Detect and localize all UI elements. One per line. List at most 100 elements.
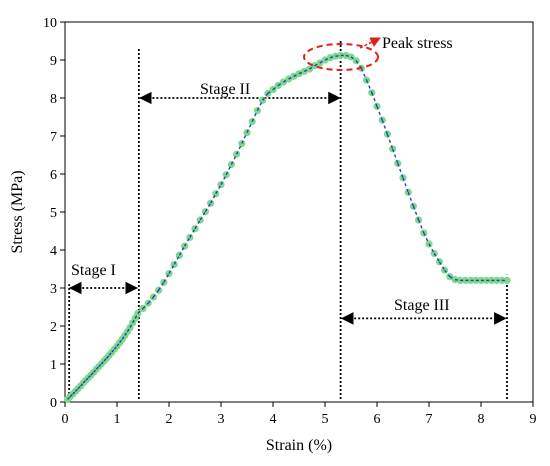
fit-line-segment [158,281,165,291]
y-tick-label: 7 [50,130,57,145]
fit-line-segment [194,219,201,230]
fit-line-segment [256,99,264,111]
fit-line-segment [87,374,92,379]
plot-frame [64,21,534,403]
fit-line-segment [204,202,212,212]
fit-line-segment [116,342,121,347]
fit-line-segment [67,396,71,400]
y-tick-label: 10 [43,16,57,31]
y-tick-label: 2 [50,320,57,335]
fit-line-segment [251,110,259,122]
fit-line-segment [417,219,425,234]
fit-line-segment [262,93,269,101]
fit-line-segment [137,308,144,314]
fit-line-segment [298,70,305,75]
fit-line-segment [77,385,82,390]
fit-line-segment [111,348,115,353]
fit-line-segment [402,177,409,193]
fit-line-segment [209,193,217,204]
fit-line-segment [168,264,175,274]
x-ticks: 0 1 2 3 4 5 6 7 8 9 [62,402,537,427]
x-tick-label: 8 [478,412,485,427]
fit-line-segment [163,273,170,283]
x-tick-label: 5 [322,412,329,427]
fit-line-segment [108,351,113,356]
fit-line-segment [449,275,456,281]
stage-guides [68,39,508,402]
x-tick-label: 7 [426,412,433,427]
y-tick-label: 4 [50,244,57,259]
stage3-label: Stage III [394,297,450,314]
fit-line-segment [438,261,446,271]
peak-ellipse [303,43,379,71]
data-point [503,276,511,284]
y-tick-label: 8 [50,92,57,107]
fit-line-segment [129,322,134,328]
fit-line-segment [220,174,227,185]
x-tick-label: 1 [114,412,121,427]
fit-line-segment [215,184,222,195]
fit-line-segment [376,106,383,121]
fit-line-segment [82,379,87,384]
fit-line-segments [67,54,507,400]
fit-line-segment [267,89,274,95]
x-tick-label: 2 [166,412,173,427]
fit-line-segment [319,59,326,64]
y-tick-label: 9 [50,54,57,69]
peak-stress-label: Peak stress [382,35,453,52]
fit-line-segment [142,302,149,310]
fit-line-segment [189,228,196,238]
data-point [170,260,178,269]
fit-line-segment [246,121,253,133]
x-tick-label: 0 [62,412,69,427]
y-ticks: 0 1 2 3 4 5 6 7 8 9 10 [43,16,65,411]
fit-line-segment [98,363,102,368]
y-axis-title: Stress (MPa) [9,170,26,253]
fit-line-segment [309,65,315,70]
y-tick-label: 3 [50,282,57,297]
fit-line-segment [106,354,110,359]
fit-line-segment [199,211,206,221]
fit-line-segment [124,331,128,336]
fit-line-segment [350,56,357,62]
fit-line-segment [283,78,289,83]
fit-line-segment [80,382,84,387]
fit-line-segment [131,318,136,324]
data-point [134,309,142,318]
fit-line-segment [360,68,368,81]
fit-line-segment [74,388,79,392]
fit-line-segment [412,206,420,221]
fit-line-segment [293,73,300,77]
stage1-label: Stage I [71,262,116,279]
fit-line-segment [183,237,191,247]
fit-line-segment [386,133,394,150]
fit-line-segment [134,313,139,319]
fit-line-segment [100,360,105,365]
fit-line-segment [235,143,243,155]
x-tick-label: 6 [374,412,381,427]
fit-line-segment [152,289,160,298]
fit-line-segment [397,163,404,179]
data-point [399,174,407,182]
data-point [238,140,246,148]
fit-line-segment [428,243,435,254]
fit-line-segment [173,254,181,265]
fit-line-segment [85,377,89,381]
data-point [160,278,168,286]
fit-line-segment [381,119,389,135]
fit-line-segment [407,191,415,207]
x-tick-label: 9 [530,412,537,427]
fit-line-segment [277,81,284,87]
fit-line-segment [72,390,76,395]
stage2-label: Stage II [200,81,250,98]
fit-line-segment [241,132,248,144]
fit-line-segment [288,75,295,80]
fit-line-segment [365,79,373,93]
fit-line-segment [69,393,74,398]
fit-line-segment [121,335,126,340]
fit-line-segment [303,68,310,73]
x-tick-label: 3 [218,412,225,427]
fit-line-segment [119,338,123,344]
fit-line-segment [423,232,430,245]
